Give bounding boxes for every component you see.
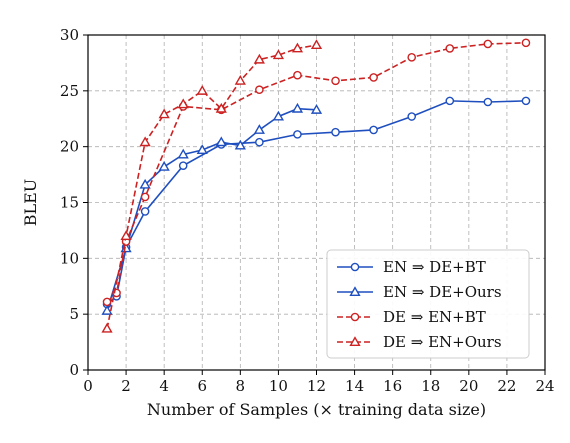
data-point [177, 148, 189, 159]
data-point [101, 305, 113, 315]
x-tick-label: 6 [197, 377, 207, 395]
data-point [140, 192, 150, 202]
data-point [369, 73, 378, 82]
x-tick-label: 22 [497, 377, 516, 395]
x-tick-label: 10 [269, 377, 288, 395]
data-point [483, 97, 493, 107]
data-point [196, 85, 208, 95]
x-tick-label: 16 [383, 377, 402, 395]
data-point [102, 297, 112, 307]
data-point [140, 207, 150, 216]
data-point [196, 144, 208, 155]
data-point [310, 39, 323, 50]
data-point [158, 160, 170, 171]
legend-label: DE ⇒ EN+BT [383, 308, 486, 326]
data-point [253, 124, 265, 134]
legend-label: DE ⇒ EN+Ours [383, 333, 502, 351]
legend-label: EN ⇒ DE+BT [383, 258, 486, 276]
data-point [101, 322, 113, 333]
x-tick-label: 18 [421, 377, 440, 395]
legend-marker [349, 286, 361, 296]
legend-label: EN ⇒ DE+Ours [383, 283, 502, 301]
legend-marker [350, 312, 360, 322]
data-point [158, 108, 170, 119]
x-tick-label: 4 [159, 377, 169, 395]
legend-entry: DE ⇒ EN+Ours [337, 333, 502, 351]
data-point [120, 230, 132, 241]
legend-entry: DE ⇒ EN+BT [337, 308, 486, 326]
x-tick-label: 24 [535, 377, 554, 395]
data-point [177, 98, 189, 109]
data-point [369, 125, 378, 135]
data-point [521, 38, 531, 48]
data-point [310, 104, 323, 114]
data-point [255, 85, 264, 95]
y-tick-label: 25 [60, 82, 79, 100]
legend-marker [350, 262, 360, 272]
data-point [521, 96, 531, 106]
series-line [106, 42, 526, 303]
data-point [139, 136, 151, 147]
y-tick-label: 30 [60, 26, 79, 44]
data-series [101, 38, 531, 333]
x-tick-label: 8 [236, 377, 246, 395]
y-tick-label: 10 [60, 249, 79, 267]
data-point [407, 53, 417, 62]
data-point [215, 102, 227, 113]
data-point [407, 112, 417, 121]
data-point [293, 70, 302, 80]
data-point [331, 127, 340, 137]
data-point [291, 42, 304, 53]
data-point [253, 53, 265, 64]
legend-entry: EN ⇒ DE+Ours [337, 283, 502, 301]
plot-frame [87, 34, 546, 371]
x-tick-label: 2 [121, 377, 131, 395]
series-4 [101, 39, 323, 333]
data-point [291, 102, 304, 113]
legend-box [326, 249, 530, 359]
y-tick-label: 15 [60, 194, 79, 212]
data-point [331, 76, 340, 86]
data-point [139, 178, 151, 189]
x-tick-label: 0 [83, 377, 93, 395]
data-point [445, 96, 455, 106]
x-tick-label: 12 [307, 377, 326, 395]
data-point [272, 110, 285, 121]
data-point [445, 44, 455, 53]
x-tick-label: 14 [345, 377, 364, 395]
series-line [106, 44, 317, 329]
data-point [215, 136, 227, 147]
legend-entry: EN ⇒ DE+BT [337, 258, 486, 276]
data-point [483, 39, 493, 49]
legend: EN ⇒ DE+BT EN ⇒ DE+Ours DE ⇒ EN+BT DE ⇒ EN+… [326, 249, 530, 359]
x-axis-title: Number of Samples (× training data size) [147, 400, 486, 419]
y-axis-ticks: 0 5 10 15 20 25 30 [60, 26, 88, 379]
data-point [255, 137, 264, 147]
y-tick-label: 0 [69, 361, 79, 379]
data-point [293, 130, 302, 139]
y-tick-label: 20 [60, 138, 79, 156]
data-point [178, 161, 188, 170]
y-axis-title: BLEU [21, 179, 40, 227]
legend-marker [349, 336, 361, 346]
series-line [106, 107, 317, 312]
x-axis-ticks: 0 2 4 6 8 10 12 14 16 18 20 22 24 [83, 370, 555, 395]
x-tick-label: 20 [459, 377, 478, 395]
y-tick-label: 5 [69, 305, 79, 323]
data-point [234, 74, 246, 85]
data-point [272, 49, 285, 60]
data-point [234, 139, 246, 150]
